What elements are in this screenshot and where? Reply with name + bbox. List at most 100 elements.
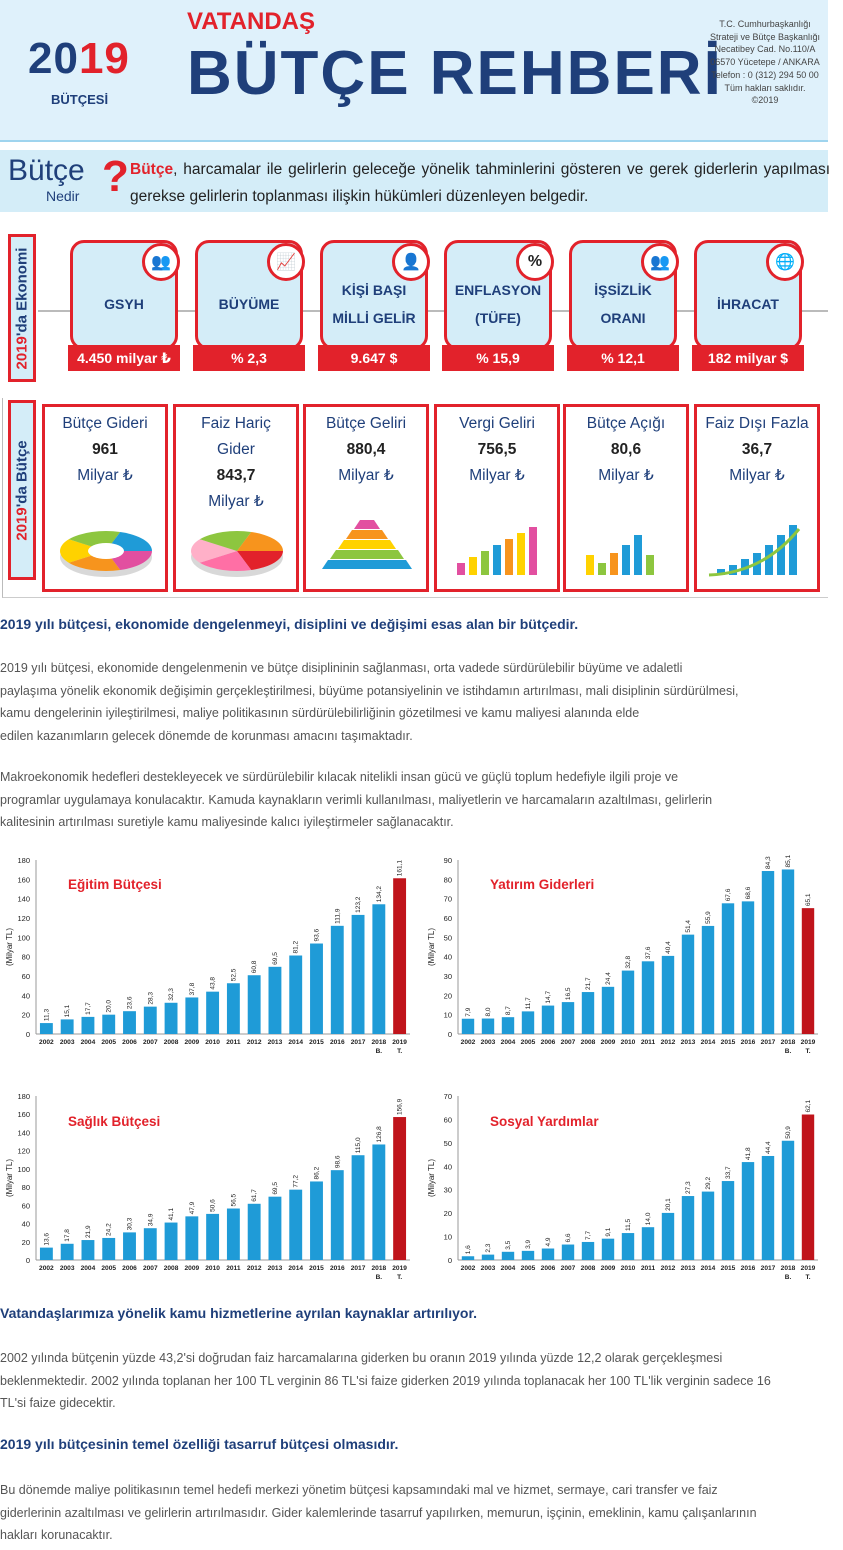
x-tick-label: 2007: [561, 1265, 576, 1272]
data-label: 34,9: [147, 1213, 154, 1226]
x-tick-label: 2002: [461, 1265, 476, 1272]
budget-card-value: 843,7: [216, 467, 256, 484]
chart-investment-expenditures: 0 10 20 30 40 50 60 70 80 90 (Milyar TL) Yatırım Gi…: [427, 854, 818, 1055]
data-label: 60,8: [251, 960, 258, 973]
chart-bar: [601, 986, 615, 1034]
economy-card-label: GSYH: [104, 296, 144, 312]
chart-bar: [123, 1232, 136, 1260]
chart-bar: [268, 966, 282, 1034]
y-tick-label: 10: [444, 1233, 452, 1242]
budget-card-unit: Milyar ₺: [208, 493, 264, 510]
data-label: 77,2: [293, 1175, 300, 1188]
data-label: 29,2: [705, 1177, 712, 1190]
chart-bar: [561, 1002, 575, 1034]
x-tick-label: 2017: [761, 1265, 776, 1272]
y-axis-label: (Milyar TL): [5, 928, 14, 966]
y-tick-label: 160: [17, 875, 30, 884]
chart-bar: [681, 1196, 695, 1260]
x-tick-label: 2015: [721, 1039, 736, 1046]
economy-label-year: 2019: [13, 335, 31, 369]
x-tick-label: 2004: [501, 1039, 516, 1046]
pyramid-icon: [322, 520, 412, 569]
data-label: 9,1: [605, 1227, 612, 1236]
y-axis-label: (Milyar TL): [427, 928, 436, 966]
economy-card-value: % 15,9: [442, 345, 554, 371]
x-tick-label: 2013: [268, 1265, 283, 1272]
chart-bar: [185, 1216, 199, 1260]
paragraph-line: paylaşıma yönelik ekonomik değişimin ger…: [0, 683, 739, 698]
data-label: 126,8: [376, 1126, 383, 1143]
page-title: BÜTÇE REHBERİ: [187, 39, 723, 108]
data-label: 24,2: [106, 1223, 113, 1236]
chart-bar: [741, 901, 755, 1034]
y-tick-label: 50: [444, 1139, 452, 1148]
chart-bar: [621, 1233, 635, 1260]
chart-title: Yatırım Giderleri: [490, 877, 594, 892]
chart-bar: [721, 903, 735, 1034]
y-tick-label: 10: [444, 1011, 452, 1020]
x-tick-label: 2007: [143, 1039, 158, 1046]
chart-bar: [521, 1011, 535, 1034]
chart-education-budget: 0 20 40 60 80 100 120 140 160 180 (Milyar TL) Eğiti…: [5, 856, 410, 1055]
economy-card-label: İŞSİZLİK ORANI: [594, 282, 652, 326]
data-label: 84,3: [765, 856, 772, 869]
data-label: 43,8: [210, 977, 217, 990]
x-tick-label: 2003: [60, 1039, 75, 1046]
chart-bar: [351, 914, 365, 1034]
y-tick-label: 180: [17, 856, 30, 865]
data-label: 11,3: [43, 1009, 50, 1022]
economy-card-value: % 12,1: [567, 345, 679, 371]
data-label: 40,4: [665, 941, 672, 954]
address-line: Necatibey Cad. No.110/A: [714, 44, 816, 55]
data-label: 69,5: [272, 952, 279, 965]
x-tick-label: 2013: [268, 1039, 283, 1046]
x-tick-label: 2010: [205, 1039, 220, 1046]
paragraph-line: Bu dönemde maliye politikasının temel he…: [0, 1483, 718, 1497]
chart-title: Eğitim Bütçesi: [68, 877, 162, 892]
x-tick-label: 2019: [392, 1265, 407, 1272]
data-label: 24,4: [605, 972, 612, 985]
data-label: 21,9: [85, 1225, 92, 1238]
data-label: 30,3: [127, 1217, 134, 1230]
section-heading-3: 2019 yılı bütçesinin temel özelliği tasa…: [0, 1436, 399, 1452]
data-label: 123,2: [355, 896, 362, 913]
x-tick-label: 2006: [122, 1039, 137, 1046]
paragraph-line: beklenmektedir. 2002 yılında toplanan he…: [0, 1373, 771, 1388]
chart-bar: [541, 1248, 555, 1260]
chart-bar: [521, 1250, 535, 1260]
x-tick-label: 2017: [351, 1039, 366, 1046]
globe-icon: 🌐: [766, 243, 804, 281]
budget-card: Bütçe Geliri 880,4 Milyar ₺: [303, 404, 429, 592]
y-tick-label: 40: [22, 991, 30, 1000]
x-sub-label: T.: [805, 1048, 810, 1055]
bar-chart-icon: [457, 527, 537, 575]
chart-bar: [330, 925, 344, 1034]
chart-title: Sağlık Bütçesi: [68, 1114, 160, 1129]
y-tick-label: 70: [444, 895, 452, 904]
x-tick-label: 2015: [721, 1265, 736, 1272]
chart-bar: [461, 1018, 475, 1034]
y-tick-label: 120: [17, 914, 30, 923]
x-tick-label: 2008: [164, 1039, 179, 1046]
y-tick-label: 40: [444, 953, 452, 962]
x-tick-label: 2018: [371, 1039, 386, 1046]
percent-icon: %: [516, 243, 554, 281]
chart-bar: [393, 1117, 407, 1260]
chart-bar: [761, 871, 775, 1034]
economy-card-label: İHRACAT: [717, 296, 779, 312]
data-label: 33,7: [725, 1166, 732, 1179]
x-tick-label: 2017: [351, 1265, 366, 1272]
y-tick-label: 60: [22, 972, 30, 981]
data-label: 156,9: [397, 1098, 404, 1115]
budget-section-label: 2019'da Bütçe: [8, 400, 36, 580]
y-tick-label: 80: [22, 1183, 30, 1192]
data-label: 16,5: [565, 987, 572, 1000]
budget-year-subtitle: BÜTÇESİ: [51, 92, 109, 107]
x-tick-label: 2006: [541, 1265, 556, 1272]
chart-bar: [310, 1181, 323, 1260]
budget-card-unit: Milyar ₺: [729, 467, 785, 484]
data-label: 28,3: [147, 992, 154, 1005]
data-label: 62,1: [805, 1099, 812, 1112]
data-label: 2,3: [485, 1243, 492, 1252]
budget-card: Faiz Hariç Gider 843,7 Milyar ₺: [173, 404, 299, 592]
